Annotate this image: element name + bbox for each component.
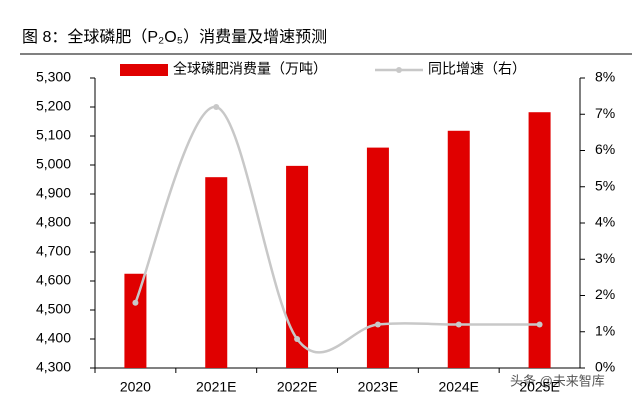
x-tick-label: 2024E [439,379,479,395]
legend-label: 同比增速（右） [428,61,526,77]
watermark: 头条 @未来智库 [510,373,605,388]
bar [286,165,309,368]
line-point [374,321,381,328]
y2-tick-label: 5% [595,177,615,193]
y-tick-label: 5,100 [36,127,71,143]
y2-tick-label: 4% [595,214,615,230]
y-tick-label: 4,400 [36,330,71,346]
legend-label: 全球磷肥消费量（万吨） [173,61,327,77]
x-tick-label: 2025E [519,379,559,395]
line-point [536,321,543,328]
bar [205,177,228,368]
chart-title: 图 8：全球磷肥（P₂O₅）消费量及增速预测 [22,28,327,46]
y-tick-label: 4,600 [36,272,71,288]
x-tick-label: 2023E [358,379,398,395]
y-tick-label: 5,300 [36,69,71,85]
y-tick-label: 4,800 [36,214,71,230]
y-tick-label: 5,000 [36,156,71,172]
line-point [455,321,462,328]
line-point [132,299,139,306]
x-tick-label: 2021E [196,379,236,395]
y-tick-label: 4,700 [36,243,71,259]
bar [528,112,551,368]
line-point [213,104,220,110]
bar [124,273,147,368]
bar [366,147,389,368]
y2-tick-label: 6% [595,141,615,157]
y2-tick-label: 2% [595,286,615,302]
y-tick-label: 4,500 [36,301,71,317]
x-tick-label: 2022E [277,379,317,395]
y2-tick-label: 0% [595,359,615,375]
y2-tick-label: 8% [595,69,615,85]
x-tick-label: 2020 [120,379,151,395]
line [134,105,540,354]
y-tick-label: 4,900 [36,185,71,201]
legend-marker [396,67,402,73]
line-point [294,336,301,342]
y-tick-label: 4,300 [36,359,71,375]
y-tick-label: 5,200 [36,98,71,114]
y2-tick-label: 1% [595,322,615,338]
legend-swatch [120,64,168,76]
y2-tick-label: 7% [595,105,615,121]
bar [447,130,470,368]
y2-tick-label: 3% [595,250,615,266]
